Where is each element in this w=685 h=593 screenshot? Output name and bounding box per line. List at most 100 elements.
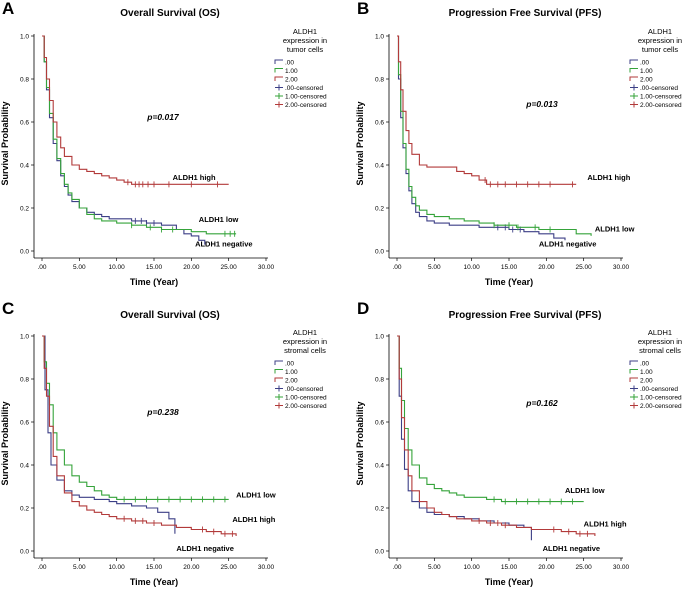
x-tick-label: 25.00 — [221, 264, 238, 271]
legend-entry: 2.00 — [640, 77, 653, 84]
y-tick-label: 0.6 — [375, 419, 384, 426]
series-annotation: ALDH1 low — [199, 215, 239, 224]
y-tick-label: 1.0 — [375, 333, 384, 340]
x-tick-label: 20.00 — [183, 564, 200, 571]
legend-entry: 1.00-censored — [285, 395, 327, 402]
legend-swatch — [274, 360, 283, 365]
legend-title: tumor cells — [642, 45, 679, 54]
p-value: p=0.017 — [146, 112, 180, 122]
panel-d: D Progression Free Survival (PFS) 0.0 0.2 0.… — [355, 299, 682, 587]
legend-entry: 1.00-censored — [285, 94, 327, 101]
x-tick-label: .00 — [392, 564, 401, 571]
y-tick-label: 0.4 — [375, 462, 384, 469]
legend-title: tumor cells — [287, 45, 324, 54]
legend-entry: 1.00 — [640, 369, 653, 376]
series-line-00 — [397, 35, 566, 241]
y-axis-label: Survival Probability — [0, 401, 10, 485]
y-tick-label: 1.0 — [375, 33, 384, 40]
legend-entry: 2.00-censored — [285, 102, 327, 109]
x-tick-label: .00 — [392, 264, 401, 271]
y-tick-label: 1.0 — [20, 333, 29, 340]
legend-entry: 1.00-censored — [640, 94, 682, 101]
x-tick-label: 15.00 — [146, 564, 163, 571]
panel-letter: C — [2, 299, 14, 318]
chart-title: Progression Free Survival (PFS) — [449, 8, 602, 19]
y-axis-label: Survival Probability — [0, 101, 10, 185]
legend-swatch — [629, 369, 638, 374]
legend-title: expression in — [638, 337, 682, 346]
x-tick-label: 5.00 — [73, 564, 86, 571]
x-tick-label: .00 — [37, 264, 46, 271]
series-annotation: ALDH1 high — [232, 515, 275, 524]
legend-swatch — [629, 76, 638, 81]
x-tick-label: 30.00 — [613, 564, 630, 571]
panel-c: C Overall Survival (OS) 0.0 0.2 0.4 0.6 0.8 1.0… — [0, 299, 327, 587]
legend-title: ALDH1 — [293, 27, 317, 36]
y-axis-label: Survival Probability — [355, 401, 365, 485]
y-tick-label: 0.2 — [375, 205, 384, 212]
legend-entry: .00-censored — [285, 386, 323, 393]
legend-entry: 2.00-censored — [640, 403, 682, 410]
x-tick-label: 25.00 — [221, 564, 238, 571]
legend-entry: 2.00 — [640, 378, 653, 385]
x-tick-label: 30.00 — [613, 264, 630, 271]
y-tick-label: 0.8 — [375, 76, 384, 83]
legend-swatch — [274, 76, 283, 81]
legend-title: stromal cells — [284, 346, 326, 355]
legend-entry: .00 — [285, 361, 294, 368]
y-tick-label: 0.0 — [20, 248, 29, 255]
x-axis-label: Time (Year) — [130, 277, 178, 287]
legend-entry: .00 — [640, 60, 649, 67]
y-tick-label: 0.4 — [20, 462, 29, 469]
x-tick-label: 5.00 — [73, 264, 86, 271]
y-tick-label: 0.8 — [20, 76, 29, 83]
legend-entry: 1.00 — [640, 68, 653, 75]
chart-title: Progression Free Survival (PFS) — [449, 310, 602, 321]
series-line-200 — [42, 35, 229, 185]
y-tick-label: 0.2 — [20, 205, 29, 212]
legend-swatch — [274, 369, 283, 374]
legend-entry: 2.00 — [285, 378, 298, 385]
chart-title: Overall Survival (OS) — [120, 8, 220, 19]
legend-entry: 1.00 — [285, 68, 298, 75]
y-tick-label: 1.0 — [20, 33, 29, 40]
x-tick-label: 10.00 — [464, 564, 481, 571]
x-tick-label: 15.00 — [146, 264, 163, 271]
series-annotation: ALDH1 low — [236, 490, 276, 499]
series-annotation: ALDH1 negative — [195, 240, 253, 249]
legend-entry: 2.00-censored — [640, 102, 682, 109]
x-axis-label: Time (Year) — [485, 277, 533, 287]
p-value: p=0.238 — [146, 407, 179, 417]
x-tick-label: 10.00 — [109, 564, 126, 571]
x-tick-label: 25.00 — [576, 264, 593, 271]
legend-title: ALDH1 — [293, 328, 317, 337]
y-tick-label: 0.0 — [375, 548, 384, 555]
legend-entry: .00-censored — [640, 386, 678, 393]
legend-swatch — [629, 59, 638, 64]
series-line-200 — [397, 35, 577, 185]
legend-swatch — [629, 377, 638, 382]
panel-b: B Progression Free Survival (PFS) 0.0 0.2 0.… — [355, 0, 682, 287]
y-tick-label: 0.8 — [20, 376, 29, 383]
legend-swatch — [629, 68, 638, 73]
y-tick-label: 0.4 — [375, 162, 384, 169]
series-annotation: ALDH1 high — [173, 173, 216, 182]
panel-letter: B — [357, 0, 369, 18]
series-annotation: ALDH1 high — [587, 173, 630, 182]
legend-entry: 2.00 — [285, 77, 298, 84]
x-tick-label: 10.00 — [464, 264, 481, 271]
x-tick-label: 20.00 — [538, 264, 555, 271]
series-line-00 — [42, 335, 176, 534]
y-tick-label: 0.6 — [20, 419, 29, 426]
chart-title: Overall Survival (OS) — [120, 310, 220, 321]
legend-entry: .00-censored — [285, 85, 323, 92]
y-tick-label: 0.6 — [20, 119, 29, 126]
y-tick-label: 0.4 — [20, 162, 29, 169]
x-tick-label: 20.00 — [538, 564, 555, 571]
legend-entry: .00 — [285, 60, 294, 67]
y-tick-label: 0.8 — [375, 376, 384, 383]
series-annotation: ALDH1 negative — [539, 240, 597, 249]
x-tick-label: 5.00 — [428, 264, 441, 271]
series-line-200 — [42, 335, 237, 536]
series-line-100 — [42, 335, 229, 500]
